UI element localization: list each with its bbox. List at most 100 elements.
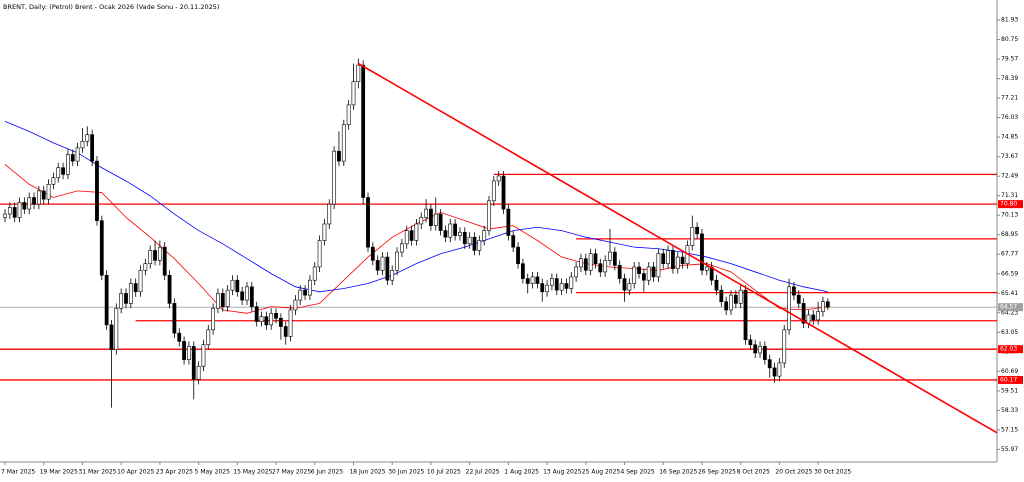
candle-body — [327, 203, 332, 225]
y-tick-label: 63.05 — [1001, 329, 1018, 336]
candle-body — [172, 303, 177, 334]
price-tag-label: 60.17 — [1000, 376, 1017, 383]
y-tick-label: 71.31 — [1001, 192, 1018, 199]
candle-body — [211, 308, 216, 331]
candle-body — [109, 324, 114, 350]
candle-body — [390, 269, 395, 281]
candle-body — [399, 243, 404, 253]
candle-body — [317, 240, 322, 268]
candle-body — [477, 240, 482, 251]
moving-average — [4, 121, 828, 293]
candle-body — [220, 293, 225, 307]
candle-body — [36, 190, 41, 205]
candle-body — [254, 306, 259, 322]
candle-body — [593, 253, 598, 264]
price-tag-label: 64.57 — [1000, 304, 1017, 311]
candle-body — [641, 273, 646, 281]
candle-body — [46, 183, 51, 200]
candle-body — [772, 367, 777, 377]
candle-body — [191, 346, 196, 380]
candle-body — [51, 177, 56, 185]
x-tick-label: 19 Mar 2025 — [40, 469, 78, 476]
candle-body — [351, 81, 356, 106]
candle-body — [729, 294, 733, 311]
plot-area — [0, 58, 997, 434]
candle-body — [80, 140, 85, 149]
candle-body — [501, 175, 506, 210]
candle-body — [157, 246, 162, 261]
candle-body — [143, 263, 148, 271]
candle-body — [801, 303, 806, 324]
candle-body — [341, 124, 346, 162]
candle-body — [530, 276, 535, 284]
candle-body — [443, 230, 448, 238]
candle-body — [767, 359, 772, 369]
candle-body — [269, 312, 274, 326]
candle-body — [201, 344, 206, 367]
candle-body — [690, 226, 695, 246]
candle-body — [762, 346, 767, 360]
y-tick-label: 81.93 — [1001, 17, 1018, 24]
candle-body — [375, 260, 380, 271]
x-tick-label: 31 Mar 2025 — [78, 469, 116, 476]
x-tick-label: 5 May 2025 — [195, 469, 230, 476]
candle-body — [240, 291, 245, 301]
candle-body — [796, 294, 801, 304]
candle-body — [651, 266, 656, 278]
candle-body — [637, 266, 641, 274]
candle-body — [70, 154, 75, 162]
y-tick-label: 77.21 — [1001, 95, 1018, 102]
trendline — [357, 62, 997, 434]
candle-body — [656, 253, 661, 278]
candle-body — [128, 283, 133, 304]
candle-body — [356, 64, 361, 83]
candle-body — [230, 279, 235, 291]
candle-body — [182, 341, 186, 360]
candle-body — [506, 208, 511, 236]
y-tick-label: 80.75 — [1001, 36, 1018, 43]
candle-body — [124, 293, 128, 304]
candle-body — [380, 256, 385, 271]
candle-body — [17, 202, 22, 218]
price-tag-label: 62.03 — [1000, 346, 1017, 353]
candle-body — [695, 226, 700, 235]
y-tick-label: 66.59 — [1001, 270, 1018, 277]
candle-body — [32, 197, 36, 205]
candle-body — [424, 208, 428, 218]
candle-body — [753, 344, 758, 354]
candle-body — [274, 312, 278, 319]
candle-body — [7, 207, 12, 215]
candle-body — [612, 251, 617, 266]
candle-body — [714, 279, 719, 291]
candle-body — [680, 256, 685, 264]
candle-body — [540, 283, 545, 293]
y-tick-label: 57.15 — [1001, 426, 1018, 433]
candle-body — [395, 251, 399, 271]
candle-body — [404, 230, 409, 245]
price-tag-label: 70.80 — [1000, 201, 1017, 208]
candle-body — [409, 230, 414, 241]
candle-body — [622, 278, 627, 291]
candle-body — [632, 266, 637, 284]
candle-body — [608, 251, 612, 261]
candle-body — [27, 197, 32, 210]
candle-body — [491, 180, 496, 202]
candle-body — [811, 314, 816, 321]
x-tick-label: 25 Aug 2025 — [582, 469, 621, 476]
candle-body — [177, 332, 182, 342]
x-tick-label: 6 Jun 2025 — [311, 469, 343, 476]
y-tick-label: 73.67 — [1001, 153, 1018, 160]
y-tick-label: 74.85 — [1001, 134, 1018, 141]
x-tick-label: 18 Jun 2025 — [349, 469, 385, 476]
candle-body — [216, 293, 220, 309]
price-tag — [998, 345, 1023, 354]
candle-body — [482, 230, 487, 241]
candle-body — [520, 263, 525, 279]
candle-body — [235, 279, 240, 293]
candle-body — [56, 167, 61, 178]
x-tick-label: 23 Apr 2025 — [156, 469, 193, 476]
y-tick-label: 59.51 — [1001, 387, 1018, 394]
candle-body — [453, 223, 458, 236]
candle-body — [511, 235, 516, 248]
